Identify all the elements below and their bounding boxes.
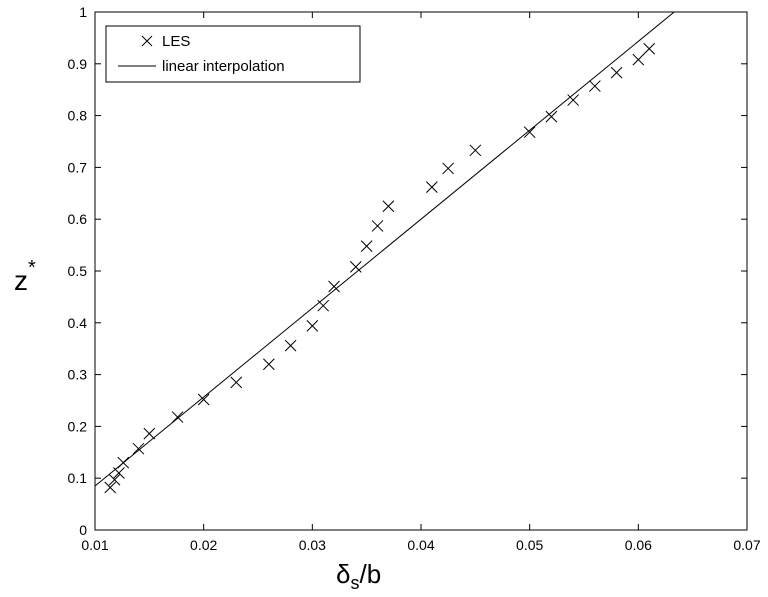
les-data-point (426, 181, 438, 193)
les-data-point (328, 280, 340, 293)
les-data-point (132, 442, 145, 455)
les-data-point (143, 427, 156, 440)
x-tick-label: 0.02 (190, 537, 217, 553)
legend-box (105, 25, 361, 83)
les-data-point (610, 66, 623, 79)
les-data-point (442, 162, 455, 175)
interpolation-line-layer (94, 11, 675, 487)
les-data-point (230, 376, 243, 389)
plot-area (94, 11, 748, 531)
les-data-point (104, 481, 117, 494)
y-tick-label: 1 (79, 4, 87, 20)
legend-label-interpolation: linear interpolation (162, 58, 285, 75)
y-axis: 0 0.1 0.2 0.3 0.4 0.5 0.6 0.7 0.8 0.9 1 (68, 4, 747, 538)
interpolation-line (94, 11, 675, 487)
x-tick-label: 0.07 (733, 537, 760, 553)
y-axis-title-symbol: z (14, 265, 28, 296)
y-tick-label: 0.8 (68, 108, 88, 124)
les-data-point (108, 473, 121, 486)
les-data-point (117, 456, 130, 469)
les-data-point (371, 220, 384, 232)
y-tick-label: 0.3 (68, 367, 88, 383)
y-tick-label: 0.1 (68, 470, 88, 486)
les-data-point (643, 42, 656, 55)
x-axis: 0.01 0.02 0.03 0.04 0.05 0.06 0.07 (81, 12, 761, 553)
les-data-point (197, 393, 210, 406)
les-data-point (360, 240, 373, 252)
les-data-point (306, 320, 319, 332)
y-tick-label: 0.4 (68, 315, 88, 331)
les-data-point (567, 94, 579, 106)
x-axis-title-subscript: s (350, 573, 359, 593)
x-tick-label: 0.06 (625, 537, 652, 553)
x-tick-label: 0.05 (516, 537, 543, 553)
les-marker-layer (104, 42, 656, 494)
y-axis-title: z* (14, 257, 36, 296)
les-data-point (382, 200, 395, 213)
x-tick-label: 0.04 (407, 537, 434, 553)
les-data-point (263, 358, 275, 371)
y-tick-label: 0.7 (68, 159, 88, 175)
les-data-point (632, 53, 645, 66)
x-axis-title: δs/b (336, 559, 381, 593)
legend-marker-les (141, 35, 153, 47)
y-axis-title-superscript: * (28, 257, 36, 279)
les-data-point (113, 467, 125, 479)
x-axis-title-tail: /b (359, 559, 381, 589)
les-data-point (469, 144, 482, 157)
legend: LES linear interpolation (105, 25, 361, 83)
x-axis-title-symbol: δ (336, 559, 350, 589)
les-data-point (349, 261, 362, 273)
x-tick-label: 0.01 (81, 537, 108, 553)
y-tick-label: 0.9 (68, 56, 88, 72)
legend-label-les: LES (162, 33, 190, 50)
les-data-point (317, 299, 330, 312)
les-data-point (545, 110, 558, 123)
les-data-point (589, 80, 601, 92)
y-tick-label: 0 (79, 522, 87, 538)
les-data-point (171, 411, 184, 423)
les-data-point (284, 339, 297, 352)
x-tick-label: 0.03 (299, 537, 326, 553)
les-data-point (523, 126, 536, 139)
y-tick-label: 0.2 (68, 418, 88, 434)
y-tick-label: 0.6 (68, 211, 88, 227)
y-tick-label: 0.5 (68, 263, 88, 279)
